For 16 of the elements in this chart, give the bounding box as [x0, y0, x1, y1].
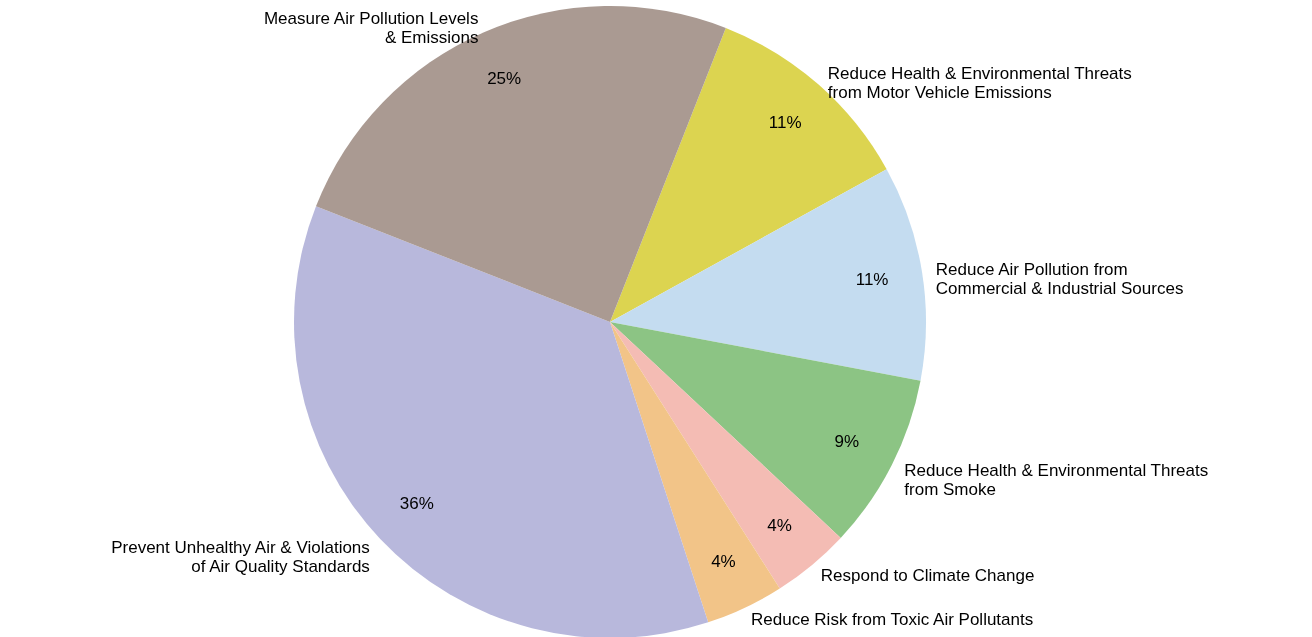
- data-label: 11%: [768, 112, 802, 132]
- data-label: 9%: [834, 432, 860, 452]
- pie-slice: [610, 169, 926, 381]
- slice-label: Reduce Air Pollution from Commercial & Industrial Sources: [935, 259, 1184, 298]
- data-label: 4%: [767, 516, 792, 536]
- slice-label: Measure Air Pollution Levels & Emissions: [263, 9, 479, 48]
- slice-label: Reduce Health & Environmental Threats from Smoke: [904, 461, 1209, 500]
- pie-slice: [294, 206, 709, 637]
- slice-label: Respond to Climate Change: [820, 565, 1035, 585]
- data-label: 36%: [399, 494, 434, 514]
- data-label: 11%: [855, 270, 889, 290]
- data-label: 4%: [711, 551, 736, 571]
- data-label: 25%: [487, 68, 522, 88]
- slice-label: Reduce Risk from Toxic Air Pollutants: [751, 610, 1034, 630]
- slice-label: Reduce Health & Environmental Threats from Motor Vehicle Emissions: [827, 64, 1132, 103]
- slice-label: Prevent Unhealthy Air & Violations of Air Quality Standards: [111, 538, 370, 577]
